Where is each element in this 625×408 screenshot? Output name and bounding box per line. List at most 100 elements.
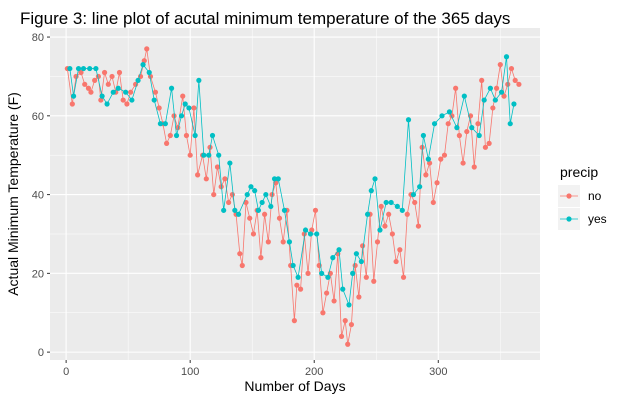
- data-point: [358, 258, 364, 265]
- data-point: [400, 274, 407, 280]
- data-point: [374, 239, 381, 245]
- data-point: [211, 191, 217, 198]
- data-point: [295, 274, 301, 280]
- data-point: [195, 172, 201, 178]
- data-point: [280, 239, 286, 245]
- y-tick-label: 60: [32, 111, 44, 123]
- data-point: [75, 65, 82, 72]
- x-axis-label: Number of Days: [244, 378, 345, 394]
- data-point: [85, 85, 92, 91]
- data-point: [115, 85, 121, 91]
- y-tick-label: 0: [38, 347, 44, 359]
- data-point: [503, 54, 510, 60]
- data-point: [265, 239, 271, 245]
- data-point: [490, 105, 496, 111]
- data-point: [281, 207, 288, 213]
- legend-point: [566, 193, 572, 199]
- y-axis-label: Actual Minimum Temperature (F): [5, 92, 21, 296]
- data-point: [252, 188, 258, 194]
- data-point: [320, 310, 326, 316]
- data-point: [431, 121, 438, 127]
- data-point: [352, 262, 358, 269]
- data-point: [275, 176, 281, 182]
- data-point: [101, 69, 108, 76]
- data-point: [109, 73, 115, 80]
- data-point: [183, 132, 190, 139]
- data-point: [492, 97, 498, 103]
- data-point: [87, 65, 93, 72]
- data-point: [196, 77, 202, 83]
- data-point: [162, 121, 168, 127]
- data-point: [420, 132, 426, 139]
- data-point: [187, 152, 193, 158]
- y-tick-label: 40: [32, 190, 44, 202]
- data-point: [415, 223, 422, 229]
- data-point: [319, 270, 325, 276]
- data-point: [141, 58, 147, 64]
- data-point: [336, 247, 342, 253]
- data-point: [487, 85, 493, 91]
- data-point: [88, 89, 94, 95]
- data-point: [276, 215, 283, 221]
- x-tick-label: 100: [181, 366, 199, 378]
- data-point: [441, 152, 448, 158]
- x-tick-label: 0: [63, 366, 69, 378]
- data-point: [360, 243, 366, 249]
- data-point: [262, 211, 268, 217]
- data-point: [417, 184, 423, 190]
- data-point: [104, 101, 110, 107]
- data-point: [425, 156, 431, 162]
- data-point: [123, 89, 129, 95]
- x-tick-label: 200: [305, 366, 323, 378]
- data-point: [182, 101, 188, 107]
- data-point: [168, 85, 175, 91]
- legend-point: [566, 216, 572, 222]
- data-point: [471, 164, 477, 170]
- data-point: [209, 132, 216, 139]
- data-point: [404, 211, 410, 217]
- data-point: [214, 164, 221, 170]
- data-point: [255, 207, 262, 213]
- data-point: [259, 199, 265, 206]
- data-point: [325, 274, 331, 280]
- data-point: [69, 101, 75, 107]
- data-point: [171, 113, 177, 119]
- data-point: [393, 258, 399, 265]
- data-point: [353, 251, 360, 257]
- data-point: [324, 290, 330, 296]
- chart-title: Figure 3: line plot of acutal minimum te…: [20, 9, 510, 28]
- data-point: [178, 113, 185, 119]
- data-point: [93, 65, 99, 72]
- data-point: [382, 223, 388, 229]
- data-point: [338, 333, 345, 339]
- data-point: [286, 239, 293, 245]
- data-point: [147, 73, 154, 80]
- data-point: [426, 160, 433, 166]
- data-point: [294, 282, 300, 288]
- data-point: [501, 93, 507, 99]
- legend-title: precip: [560, 164, 598, 180]
- data-point: [248, 184, 254, 190]
- data-point: [350, 270, 356, 276]
- data-point: [461, 93, 467, 99]
- data-point: [394, 203, 400, 210]
- data-point: [105, 81, 111, 87]
- data-point: [244, 191, 250, 198]
- data-point: [479, 77, 485, 83]
- data-point: [439, 113, 445, 119]
- data-point: [342, 318, 348, 324]
- data-point: [92, 77, 98, 83]
- data-point: [368, 188, 374, 194]
- data-point: [167, 132, 173, 139]
- data-point: [456, 132, 462, 139]
- data-point: [302, 227, 309, 233]
- data-point: [423, 172, 429, 178]
- data-point: [507, 121, 513, 127]
- data-point: [497, 62, 503, 68]
- data-point: [363, 274, 369, 280]
- data-point: [475, 121, 481, 127]
- y-tick-label: 20: [32, 268, 44, 280]
- data-point: [237, 251, 243, 257]
- data-point: [180, 93, 186, 99]
- data-point: [434, 180, 440, 186]
